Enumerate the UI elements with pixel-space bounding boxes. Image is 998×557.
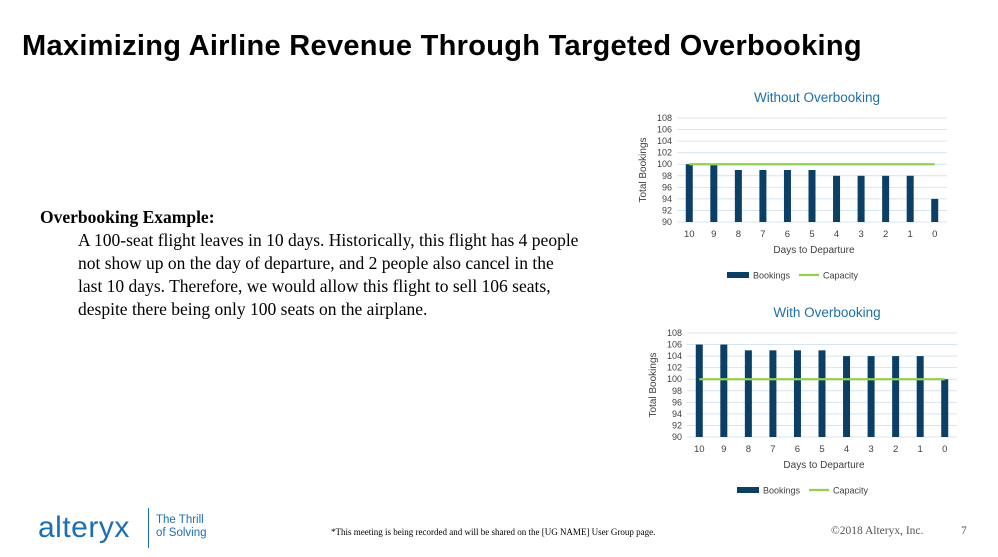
x-tick-label: 2 <box>883 229 888 240</box>
x-tick-label: 1 <box>918 444 923 455</box>
bar-bookings-0 <box>931 198 939 222</box>
y-tick-label: 94 <box>672 409 682 419</box>
x-tick-label: 7 <box>770 444 775 455</box>
legend-capacity-label: Capacity <box>833 486 869 496</box>
bar-bookings-2 <box>892 356 900 437</box>
logo-wordmark: alteryx <box>38 511 130 544</box>
y-tick-label: 90 <box>662 217 672 227</box>
y-tick-label: 100 <box>667 374 682 384</box>
bar-bookings-7 <box>769 350 777 437</box>
chart-without-overbooking: Without Overbooking 90 92 94 96 98 100 102 104 10… <box>620 84 965 289</box>
legend-capacity-label: Capacity <box>823 271 859 281</box>
chart-with-overbooking: With Overbooking 90 92 94 96 98 100 102 104 106 10… <box>630 299 975 504</box>
x-tick-label: 6 <box>795 444 800 455</box>
bar-bookings-5 <box>818 350 826 437</box>
x-axis-label: Days to Departure <box>783 460 865 471</box>
y-tick-label: 98 <box>662 171 672 181</box>
bar-bookings-1 <box>916 356 924 437</box>
x-tick-label: 6 <box>785 229 790 240</box>
bar-bookings-0 <box>941 379 949 437</box>
chart-svg: With Overbooking909294969810010210410610… <box>648 305 957 496</box>
legend-bookings-swatch <box>737 487 759 493</box>
x-tick-label: 9 <box>721 444 726 455</box>
y-tick-label: 96 <box>662 182 672 192</box>
bar-bookings-10 <box>685 164 693 222</box>
y-tick-label: 108 <box>657 113 672 123</box>
y-tick-label: 94 <box>662 194 672 204</box>
x-tick-label: 9 <box>711 229 716 240</box>
x-tick-label: 1 <box>908 229 913 240</box>
logo-tagline-line1: The Thrill <box>156 514 204 526</box>
legend-bookings-label: Bookings <box>763 486 801 496</box>
bar-bookings-10 <box>695 344 703 437</box>
bar-bookings-4 <box>833 175 841 222</box>
bar-bookings-6 <box>783 170 791 222</box>
y-tick-label: 92 <box>662 205 672 215</box>
bar-bookings-7 <box>759 170 767 222</box>
x-tick-label: 8 <box>736 229 741 240</box>
example-text: A 100-seat flight leaves in 10 days. His… <box>78 230 579 319</box>
example-heading: Overbooking Example: <box>40 207 215 227</box>
y-axis-label: Total Bookings <box>648 352 659 417</box>
logo-divider <box>148 508 149 548</box>
y-tick-label: 92 <box>672 420 682 430</box>
x-tick-label: 2 <box>893 444 898 455</box>
bar-bookings-2 <box>882 175 890 222</box>
bar-bookings-5 <box>808 170 816 222</box>
recording-notice: *This meeting is being recorded and will… <box>331 527 656 537</box>
logo-tagline: The Thrill of Solving <box>156 514 236 540</box>
page-number: 7 <box>961 525 967 537</box>
y-tick-label: 106 <box>667 340 682 350</box>
x-tick-label: 10 <box>694 444 705 455</box>
y-tick-label: 100 <box>657 159 672 169</box>
bar-bookings-3 <box>867 356 875 437</box>
x-tick-label: 4 <box>844 444 849 455</box>
x-tick-label: 8 <box>746 444 751 455</box>
chart-svg: Without Overbooking909294969810010210410… <box>638 90 947 281</box>
y-tick-label: 106 <box>657 125 672 135</box>
y-tick-label: 108 <box>667 328 682 338</box>
y-tick-label: 102 <box>657 148 672 158</box>
y-axis-label: Total Bookings <box>638 137 649 202</box>
bar-bookings-8 <box>744 350 752 437</box>
bar-bookings-8 <box>734 170 742 222</box>
bar-bookings-4 <box>843 356 851 437</box>
chart-title: With Overbooking <box>773 305 880 320</box>
x-axis-label: Days to Departure <box>773 245 855 256</box>
bar-bookings-1 <box>906 175 914 222</box>
y-tick-label: 98 <box>672 386 682 396</box>
x-tick-label: 3 <box>868 444 873 455</box>
legend-bookings-label: Bookings <box>753 271 791 281</box>
y-tick-label: 90 <box>672 432 682 442</box>
bar-bookings-9 <box>720 344 728 437</box>
x-tick-label: 4 <box>834 229 839 240</box>
bar-bookings-6 <box>793 350 801 437</box>
x-tick-label: 5 <box>819 444 824 455</box>
bar-bookings-3 <box>857 175 865 222</box>
y-tick-label: 104 <box>657 136 672 146</box>
copyright: ©2018 Alteryx, Inc. <box>831 525 924 537</box>
logo-tagline-line2: of Solving <box>156 527 207 539</box>
x-tick-label: 10 <box>684 229 695 240</box>
legend-bookings-swatch <box>727 272 749 278</box>
bar-bookings-9 <box>710 164 718 222</box>
chart-title: Without Overbooking <box>754 90 880 105</box>
slide-title: Maximizing Airline Revenue Through Targe… <box>22 30 862 62</box>
x-tick-label: 0 <box>932 229 937 240</box>
y-tick-label: 102 <box>667 363 682 373</box>
x-tick-label: 7 <box>760 229 765 240</box>
y-tick-label: 96 <box>672 397 682 407</box>
x-tick-label: 0 <box>942 444 947 455</box>
x-tick-label: 5 <box>809 229 814 240</box>
y-tick-label: 104 <box>667 351 682 361</box>
x-tick-label: 3 <box>858 229 863 240</box>
overbooking-example: Overbooking Example: A 100-seat flight l… <box>40 206 580 321</box>
